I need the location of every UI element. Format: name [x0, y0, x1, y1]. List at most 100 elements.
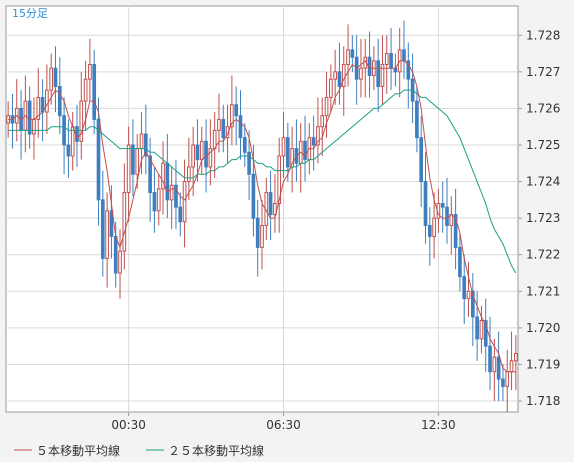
- candle-body: [341, 64, 346, 87]
- candle-body: [470, 290, 475, 318]
- candle-body: [496, 356, 501, 380]
- candle-body: [208, 148, 213, 168]
- candle-body: [238, 115, 243, 139]
- candle-body: [427, 224, 432, 237]
- candle-body: [113, 235, 118, 274]
- candle-body: [273, 203, 277, 215]
- candle-body: [316, 126, 320, 146]
- candle-body: [45, 89, 49, 113]
- candle-body: [268, 192, 273, 215]
- ma25-line: [8, 89, 517, 274]
- candle-body: [346, 49, 350, 66]
- candle-body: [148, 155, 152, 194]
- candle-body: [135, 148, 140, 175]
- y-tick-label: 1.718: [526, 394, 560, 408]
- candle-body: [139, 133, 144, 150]
- candle-body: [458, 246, 462, 278]
- candle-body: [285, 137, 290, 168]
- candle-body: [475, 316, 479, 340]
- x-tick-label: 06:30: [266, 418, 301, 432]
- candle-body: [402, 49, 406, 62]
- period-label: 15分足: [12, 7, 48, 20]
- candles: [6, 20, 518, 412]
- candle-body: [174, 184, 178, 208]
- candle-body: [324, 96, 329, 117]
- y-tick-label: 1.726: [526, 101, 560, 115]
- y-axis-ticks: 1.728 1.727 1.726 1.725 1.724 1.723 1.722 1.721…: [518, 28, 560, 408]
- candle-body: [329, 78, 333, 98]
- candle-body: [393, 67, 398, 73]
- legend-label-ma25: ２５本移動平均線: [168, 443, 264, 458]
- candle-body: [169, 184, 174, 201]
- candle-body: [281, 137, 286, 157]
- candle-body: [118, 250, 122, 274]
- candle-body: [389, 53, 393, 69]
- candle-body: [230, 104, 234, 128]
- y-tick-label: 1.724: [526, 175, 560, 189]
- candle-body: [126, 144, 131, 194]
- candle-body: [217, 118, 221, 131]
- candle-body: [199, 140, 204, 161]
- candle-body: [62, 115, 66, 146]
- candle-body: [79, 100, 84, 142]
- candle-body: [445, 206, 449, 226]
- y-tick-label: 1.721: [526, 284, 560, 298]
- candle-body: [277, 155, 282, 205]
- candle-body: [380, 64, 385, 87]
- y-tick-label: 1.719: [526, 357, 560, 371]
- candle-body: [415, 100, 419, 139]
- candle-body: [384, 53, 389, 66]
- candle-body: [449, 213, 454, 226]
- candle-body: [509, 360, 514, 373]
- candle-body: [88, 64, 92, 80]
- y-tick-label: 1.728: [526, 28, 560, 42]
- candle-body: [221, 118, 226, 139]
- candle-body: [432, 217, 436, 237]
- candle-body: [419, 137, 424, 183]
- candle-body: [466, 290, 471, 300]
- candle-body: [131, 144, 135, 175]
- y-tick-label: 1.722: [526, 248, 560, 262]
- candle-body: [212, 129, 217, 150]
- y-tick-label: 1.725: [526, 138, 560, 152]
- candle-body: [501, 378, 505, 387]
- y-tick-label: 1.720: [526, 321, 560, 335]
- candle-body: [376, 60, 381, 87]
- legend-label-ma5: ５本移動平均線: [36, 443, 120, 458]
- moving-average-lines: [8, 60, 517, 373]
- candle-body: [251, 173, 256, 219]
- candle-body: [195, 144, 200, 161]
- candle-body: [337, 71, 342, 87]
- y-tick-label: 1.727: [526, 65, 560, 79]
- candle-body: [70, 126, 75, 157]
- candle-body: [109, 210, 114, 237]
- x-axis-ticks: 00:30 06:30 12:30: [111, 412, 456, 432]
- candle-body: [320, 115, 325, 128]
- candle-body: [182, 181, 187, 223]
- candle-body: [152, 192, 157, 212]
- candle-body: [187, 166, 191, 183]
- candle-body: [255, 217, 260, 248]
- candle-body: [359, 67, 363, 80]
- candle-body: [32, 118, 36, 135]
- candle-body: [514, 352, 518, 362]
- candle-body: [440, 203, 445, 208]
- candle-body: [66, 144, 71, 157]
- candle-body: [462, 276, 467, 300]
- candle-body: [242, 137, 247, 153]
- candle-body: [27, 100, 32, 135]
- candle-body: [57, 85, 62, 117]
- candle-body: [105, 210, 109, 259]
- candle-body: [406, 60, 411, 80]
- candle-body: [479, 320, 484, 340]
- candle-body: [505, 371, 510, 387]
- candle-body: [96, 118, 101, 201]
- candle-body: [143, 133, 148, 157]
- candle-body: [311, 137, 316, 146]
- candle-body: [303, 140, 307, 161]
- candle-body: [492, 356, 497, 373]
- candle-body: [100, 199, 105, 259]
- candle-body: [350, 49, 355, 58]
- candle-body: [260, 224, 264, 248]
